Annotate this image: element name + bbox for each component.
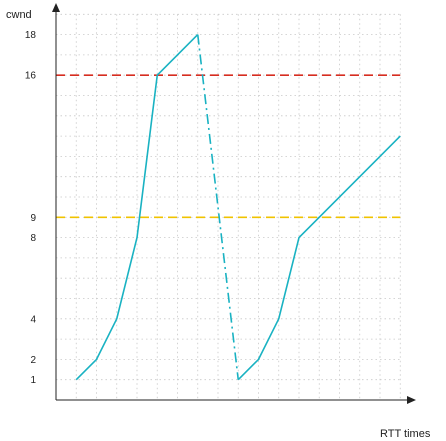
series-line-1 [75, 34, 199, 381]
y-tick-label: 9 [30, 213, 36, 224]
series-line-2 [196, 34, 240, 380]
x-axis-arrow-icon [407, 396, 416, 404]
reference-lines [56, 74, 401, 219]
y-axis-arrow-icon [52, 3, 60, 12]
axes [52, 3, 416, 404]
y-tick-labels: 1 2 4 8 9 16 18 [25, 30, 37, 386]
y-tick-label: 18 [25, 30, 37, 41]
series-line-3 [237, 135, 401, 381]
x-axis-title: RTT times [380, 428, 431, 440]
y-tick-label: 16 [25, 71, 37, 82]
y-axis-title: cwnd [6, 9, 32, 21]
y-tick-label: 1 [30, 375, 36, 386]
y-tick-label: 2 [30, 355, 36, 366]
series [75, 34, 401, 381]
y-tick-label: 4 [30, 314, 36, 325]
grid [56, 13, 401, 400]
y-tick-label: 8 [30, 233, 36, 244]
